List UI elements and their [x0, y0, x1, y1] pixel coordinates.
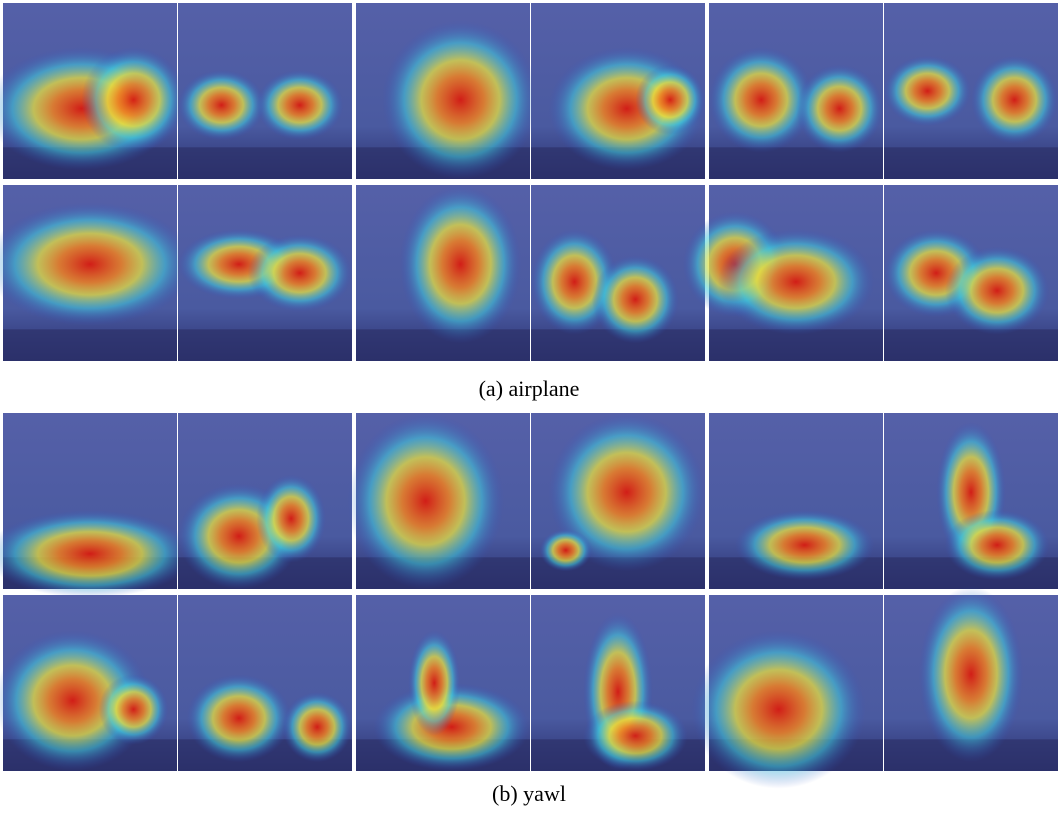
heatmap-image — [178, 595, 352, 771]
heat-blob — [400, 185, 522, 343]
heatmap-image — [356, 595, 530, 771]
heatmap-image — [709, 3, 883, 179]
heat-blob — [178, 70, 265, 140]
heatmap-image — [178, 185, 352, 361]
heat-blob — [99, 674, 169, 744]
image-ground — [3, 329, 177, 361]
heatmap-image — [683, 185, 883, 361]
heatmap-image — [0, 185, 194, 361]
heatmap-image — [178, 413, 352, 589]
caption: (a) airplane — [479, 376, 580, 401]
heatmap-image — [884, 185, 1058, 361]
heat-blob — [735, 510, 874, 580]
heatmap-image — [884, 413, 1058, 589]
image-ground — [178, 147, 352, 179]
heat-blob — [256, 475, 326, 563]
heatmap-image — [0, 3, 186, 179]
heatmap-image — [692, 595, 883, 789]
heat-blob — [919, 586, 1023, 762]
heat-blob — [692, 630, 866, 788]
heatmap-image — [347, 413, 530, 589]
heat-blob — [81, 47, 185, 153]
heatmap-image — [531, 3, 705, 179]
heat-blob — [592, 255, 679, 343]
heat-blob — [248, 234, 352, 311]
heat-blob — [945, 510, 1049, 580]
heat-blob — [282, 692, 352, 762]
heat-blob — [971, 56, 1058, 144]
image-ground — [178, 329, 352, 361]
image-ground — [709, 147, 883, 179]
heatmap-image — [531, 413, 705, 589]
heat-blob — [408, 630, 460, 736]
heatmap-image — [356, 3, 539, 179]
heat-blob — [635, 65, 705, 135]
heat-blob — [583, 701, 687, 771]
heat-blob — [718, 229, 875, 335]
heat-blob — [540, 529, 592, 571]
figure: (a) airplane (b) yawl — [0, 0, 1059, 814]
heatmap-image — [531, 185, 705, 361]
heat-blob — [256, 70, 343, 140]
heatmap-image — [709, 413, 883, 589]
heatmap-image — [884, 586, 1058, 771]
caption: (b) yawl — [492, 781, 566, 806]
heat-blob — [796, 65, 883, 153]
image-ground — [884, 329, 1058, 361]
heat-blob — [347, 413, 504, 589]
heatmap-image — [178, 3, 352, 179]
heat-blob — [187, 674, 291, 762]
heatmap-image — [0, 413, 194, 598]
heat-blob — [382, 21, 539, 179]
image-ground — [884, 147, 1058, 179]
heat-blob — [945, 247, 1049, 335]
heat-blob — [884, 56, 971, 126]
heatmap-image — [0, 595, 177, 771]
heatmap-image — [884, 3, 1058, 179]
heatmap-image — [356, 185, 530, 361]
heatmap-image — [531, 595, 705, 771]
